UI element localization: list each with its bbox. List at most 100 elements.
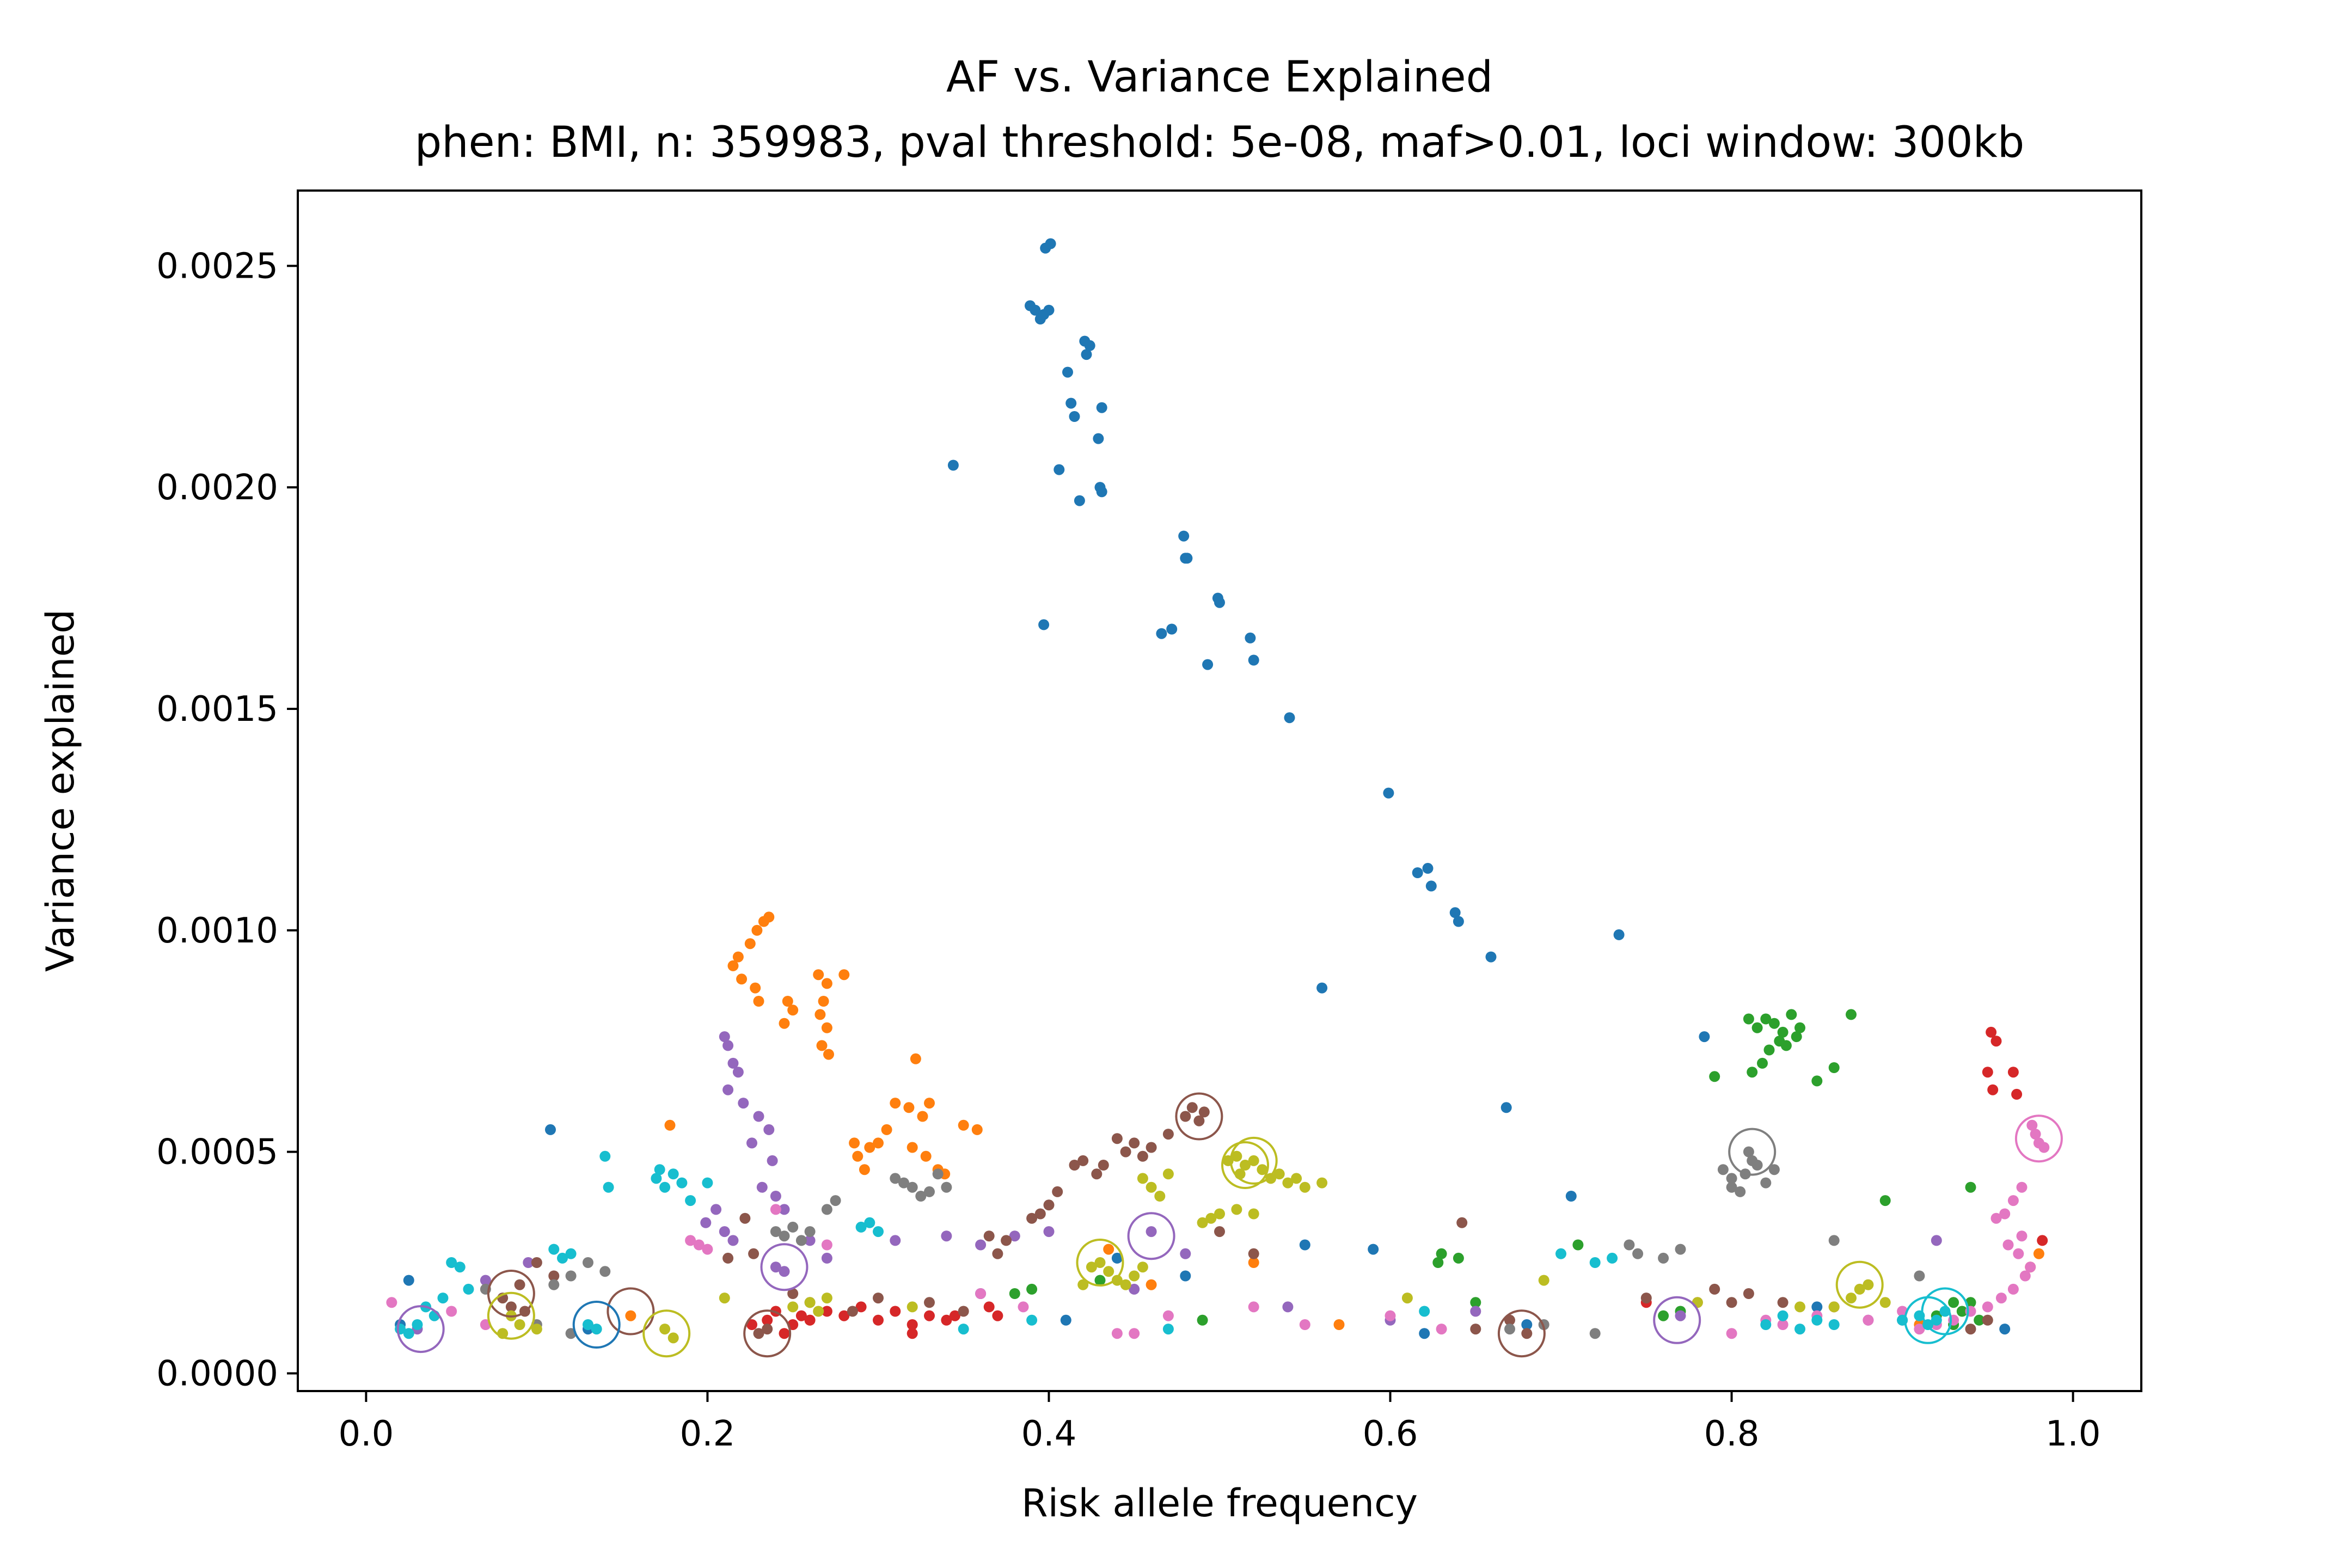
data-point [1282, 1177, 1294, 1189]
data-point [2037, 1235, 2048, 1246]
data-point [782, 996, 793, 1007]
data-point [1757, 1057, 1768, 1069]
data-point [732, 951, 744, 963]
data-point [1026, 1212, 1038, 1224]
data-point [1777, 1310, 1788, 1321]
data-point [1982, 1301, 1993, 1313]
data-point [1931, 1314, 1942, 1326]
data-point [1240, 1160, 1251, 1171]
data-point [1069, 411, 1080, 422]
data-point [1485, 951, 1497, 963]
data-point [514, 1319, 525, 1330]
data-point [864, 1217, 875, 1228]
x-axis-label: Risk allele frequency [1021, 1481, 1418, 1526]
data-point [787, 1221, 799, 1233]
data-point [767, 1155, 778, 1166]
data-point [770, 1204, 781, 1215]
data-point [1768, 1164, 1780, 1175]
data-point [719, 1293, 730, 1304]
data-point [983, 1301, 995, 1313]
data-point [1632, 1248, 1644, 1259]
highlight-circle [1835, 1260, 1884, 1309]
data-point [1069, 1160, 1080, 1171]
data-point [1054, 464, 1065, 475]
data-point [920, 1150, 932, 1162]
data-point [548, 1270, 560, 1282]
data-point [838, 1310, 850, 1321]
data-point [1828, 1319, 1840, 1330]
data-point [1709, 1283, 1720, 1295]
data-point [523, 1257, 534, 1268]
data-point [1990, 1212, 2002, 1224]
data-point [722, 1084, 734, 1095]
data-point [1794, 1301, 1805, 1313]
data-point [1316, 1177, 1328, 1189]
highlight-circles [396, 1092, 2063, 1358]
data-point [1018, 1301, 1029, 1313]
data-point [958, 1119, 969, 1131]
data-point [659, 1181, 671, 1193]
x-tick-label: 1.0 [2045, 1414, 2101, 1454]
data-point [983, 1230, 995, 1242]
data-point [1111, 1275, 1123, 1286]
data-point [1786, 1009, 1797, 1020]
data-point [958, 1306, 969, 1317]
data-point [753, 996, 764, 1007]
highlight-circle [1653, 1296, 1701, 1344]
data-point [748, 1248, 759, 1259]
highlight-circle [1497, 1309, 1546, 1358]
data-point [1162, 1168, 1174, 1180]
data-point [859, 1164, 870, 1175]
data-point [779, 1230, 790, 1242]
data-point [1743, 1146, 1754, 1157]
data-point [1999, 1208, 2011, 1220]
data-point [813, 1306, 824, 1317]
data-point [1129, 1137, 1140, 1149]
data-point [1146, 1226, 1157, 1238]
data-point [1193, 1115, 1205, 1126]
data-point [437, 1293, 449, 1304]
data-point [779, 1204, 790, 1215]
x-tick-label: 0.0 [339, 1414, 394, 1454]
data-point [565, 1248, 577, 1259]
x-axis: 0.0 0.2 0.4 0.6 0.8 1.0 [339, 1391, 2101, 1454]
data-point [1180, 1248, 1191, 1259]
data-point [599, 1266, 611, 1277]
data-point [847, 1306, 858, 1317]
data-point [1965, 1324, 1976, 1335]
data-point [1763, 1044, 1775, 1056]
data-point [514, 1279, 525, 1290]
data-point [531, 1257, 542, 1268]
data-point [890, 1173, 901, 1184]
data-point [746, 1319, 757, 1330]
data-point [1735, 1186, 1746, 1197]
data-point [906, 1142, 918, 1153]
data-point [816, 1040, 828, 1051]
data-point [906, 1301, 918, 1313]
data-point [2016, 1181, 2028, 1193]
data-point [727, 1235, 739, 1246]
highlight-circle [1229, 1136, 1278, 1185]
data-point [2007, 1067, 2019, 1078]
data-point [795, 1235, 807, 1246]
data-point [821, 1204, 832, 1215]
data-point [1846, 1009, 1857, 1020]
data-point [591, 1324, 602, 1335]
data-point [1052, 1186, 1063, 1197]
chart-title: AF vs. Variance Explained [946, 53, 1493, 102]
data-point [1780, 1040, 1792, 1051]
data-point [1248, 1208, 1259, 1220]
data-point [762, 1314, 773, 1326]
y-tick-label: 0.0020 [156, 468, 278, 508]
data-point [2002, 1239, 2014, 1251]
data-point [756, 1181, 768, 1193]
data-point [403, 1275, 414, 1286]
data-point [1504, 1324, 1515, 1335]
data-point [702, 1177, 713, 1189]
data-point [1811, 1314, 1823, 1326]
data-point [1449, 907, 1461, 918]
data-point [685, 1235, 696, 1246]
data-point [548, 1279, 560, 1290]
data-point [746, 1137, 757, 1149]
data-point [1794, 1324, 1805, 1335]
